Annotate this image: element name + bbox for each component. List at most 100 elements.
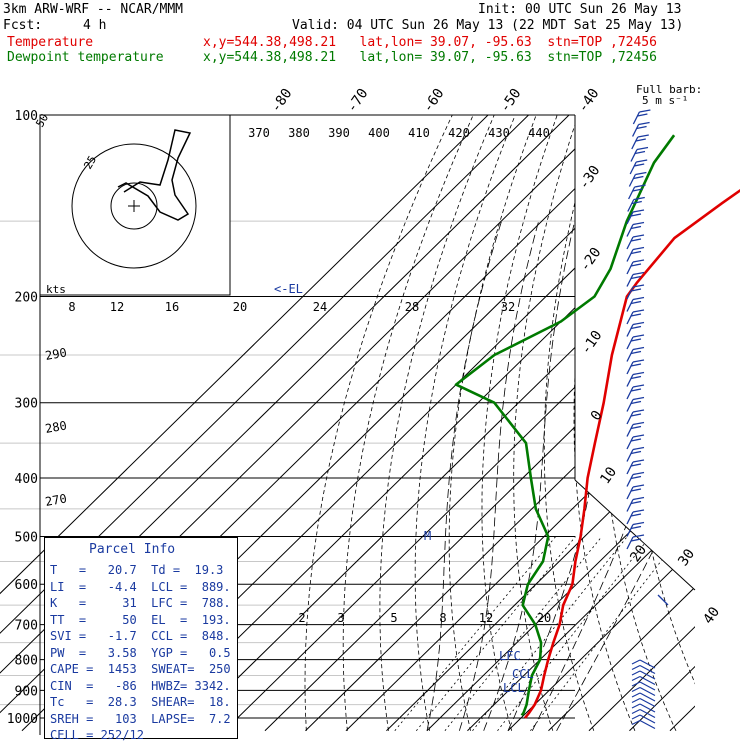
wind-barb-flag <box>631 714 641 720</box>
wind-barb <box>639 675 656 686</box>
mixing-ratio-line <box>530 536 681 732</box>
wind-barb <box>631 136 639 150</box>
wind-barb <box>626 424 634 437</box>
isotherm-line <box>224 115 695 732</box>
mixing-ratio-label: 8 <box>439 611 446 625</box>
temperature-legend: Temperature <box>7 35 94 50</box>
wind-barb-flag <box>636 159 648 163</box>
wind-barb <box>626 411 634 425</box>
wind-barb-flag <box>630 513 642 517</box>
wind-barb-flag <box>630 425 642 430</box>
wind-barb-flag <box>632 534 645 538</box>
parcel-info-row: T = 20.7 Td = 19.3 <box>50 563 224 577</box>
hodograph-trace <box>117 129 192 221</box>
valid-time: Valid: 04 UTC Sun 26 May 13 (22 MDT Sat … <box>292 18 684 33</box>
isotherm-label: 10 <box>597 464 620 487</box>
parcel-info-row: CIN = -86 HWBZ= 3342. <box>50 678 231 693</box>
wind-barb <box>626 486 634 500</box>
wind-barb-flag <box>631 692 641 698</box>
dry-adiabat <box>657 115 695 731</box>
wind-barb-flag <box>630 325 642 330</box>
wind-barb-flag <box>632 346 645 351</box>
mixing-ratio-line <box>472 536 628 732</box>
wind-barb-flag <box>630 400 642 405</box>
speed-tick-label: 12 <box>110 300 124 314</box>
melting-level-label: M <box>424 529 431 543</box>
parcel-info-row: K = 31 LFC = 788. <box>50 596 231 610</box>
dry-adiabat <box>342 115 474 731</box>
barb-legend-value: 5 m s⁻¹ <box>642 94 688 107</box>
wind-barb <box>639 703 656 713</box>
header: 3km ARW-WRF -- NCAR/MMM Init: 00 UTC Sun… <box>0 0 740 70</box>
wind-barb-flag <box>635 171 647 176</box>
isotherm-label: 30 <box>675 546 698 569</box>
wind-barb-flag <box>630 363 642 367</box>
wind-barb-flag <box>630 225 642 230</box>
isotherm-label: -60 <box>420 86 448 116</box>
theta-e-label: 440 <box>528 126 550 140</box>
wind-barb-flag <box>632 284 645 288</box>
wind-barb-flag <box>630 338 642 342</box>
mixing-ratio-label: 12 <box>479 611 493 625</box>
isotherm-line <box>386 115 695 732</box>
moist-adiabats <box>426 221 695 731</box>
wind-barb <box>626 249 634 262</box>
speed-tick-label: 8 <box>68 300 75 314</box>
hodograph-ring-label: 25 <box>81 154 99 172</box>
wind-barb <box>639 659 656 669</box>
wind-barb <box>626 349 634 362</box>
dry-adiabat <box>683 115 695 732</box>
wind-barb-flag <box>639 109 651 113</box>
wind-barb-flag <box>632 334 645 338</box>
isotherm-line <box>183 115 695 732</box>
wind-barb <box>629 161 637 175</box>
fcst-value: 4 h <box>83 18 107 33</box>
mixing-ratio-line <box>394 536 557 732</box>
parcel-info-row: PW = 3.58 YGP = 0.5 <box>50 645 231 660</box>
dry-adiabat <box>379 115 495 731</box>
wind-barb-flag <box>632 396 645 401</box>
wind-barb <box>639 664 656 675</box>
mixing-ratio-line <box>415 536 576 732</box>
pressure-tick-label: 900 <box>15 684 38 699</box>
wind-barb <box>632 111 640 125</box>
model-title: 3km ARW-WRF -- NCAR/MMM <box>3 2 184 17</box>
speed-tick-label: 20 <box>233 300 247 314</box>
theta-label: 290 <box>44 345 68 363</box>
isotherm-line <box>0 115 489 732</box>
wind-barb-flag <box>632 359 645 363</box>
wind-barb <box>626 386 634 400</box>
wind-barb-flag <box>631 719 641 726</box>
wind-barb-flag <box>632 446 645 451</box>
wind-barb-flag <box>630 213 642 217</box>
wind-barb <box>626 536 634 550</box>
pressure-tick-label: 800 <box>15 654 38 669</box>
wind-barb <box>632 124 640 137</box>
mixing-ratio-line <box>444 536 603 732</box>
speed-tick-label: 32 <box>501 300 515 314</box>
wind-barb-flag <box>630 388 642 392</box>
axis-labels: 100 200 300 400 500 600 700 800 900 1000 -80 -70 -60… <box>7 86 723 727</box>
wind-barb <box>639 686 656 697</box>
dry-adiabat <box>513 115 579 731</box>
isotherm-label: -80 <box>268 86 296 116</box>
wind-barb <box>626 474 634 487</box>
wind-barb <box>626 236 634 250</box>
wind-barb <box>626 224 634 237</box>
pressure-tick-label: 700 <box>15 619 38 634</box>
wind-barb <box>639 692 656 702</box>
wind-barb-flag <box>630 250 642 255</box>
hodograph-ring-label: 50 <box>33 112 51 130</box>
wind-barb-flag <box>632 384 645 388</box>
isotherm-line <box>588 115 695 732</box>
isotherm-label: -20 <box>577 245 605 275</box>
dewpoint-legend: Dewpoint temperature <box>7 50 164 65</box>
wind-barb <box>627 199 635 212</box>
wind-barb <box>639 681 656 691</box>
wind-barb-flag <box>632 246 645 251</box>
wind-barb-flag <box>630 300 642 305</box>
isotherm-line <box>426 115 695 732</box>
wind-barb <box>626 274 634 287</box>
dry-adiabat <box>573 115 636 731</box>
isotherm-line <box>467 115 695 732</box>
